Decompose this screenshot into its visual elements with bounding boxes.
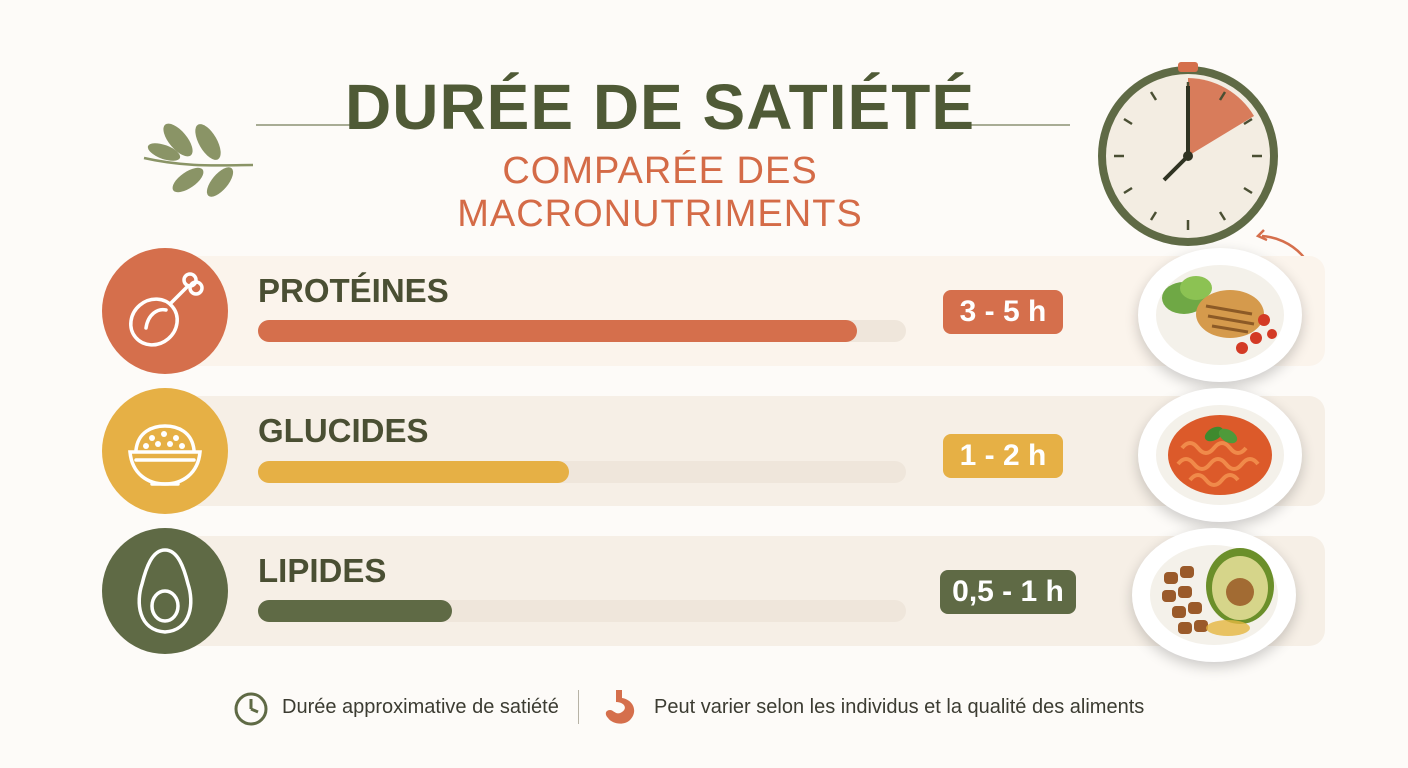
clock-icon (234, 692, 268, 726)
footer-note-duration: Durée approximative de satiété (282, 696, 559, 718)
title-rule-left (256, 124, 368, 126)
chicken-leg-icon (129, 272, 204, 347)
leaf-branch-icon (143, 123, 254, 197)
stopwatch-clock-icon (1098, 62, 1324, 300)
value-label-glucides: 1 - 2 h (943, 434, 1063, 478)
label-lipides: LIPIDES (258, 552, 387, 589)
track-glucides (258, 461, 906, 483)
label-proteines: PROTÉINES (258, 272, 449, 309)
icon-circle-glucides (102, 388, 228, 514)
row-band-proteines (160, 256, 1325, 366)
pasta-plate-image (1138, 388, 1302, 522)
row-band-glucides (160, 396, 1325, 506)
avocado-icon (137, 548, 193, 634)
value-label-lipides: 0,5 - 1 h (940, 570, 1076, 614)
title-rule-right (958, 124, 1070, 126)
bar-proteines (258, 320, 858, 342)
rice-bowl-icon (128, 424, 202, 486)
row-band-lipides (160, 536, 1325, 646)
track-proteines (258, 320, 906, 342)
icon-circle-proteines (102, 248, 228, 374)
icon-circle-lipides (102, 528, 228, 654)
footer-note-variation: Peut varier selon les individus et la qu… (654, 696, 1145, 718)
footer-separator (578, 690, 579, 724)
page-title: DURÉE DE SATIÉTÉ (345, 71, 975, 143)
stomach-icon (605, 690, 635, 724)
value-label-proteines: 3 - 5 h (943, 290, 1063, 334)
label-glucides: GLUCIDES (258, 412, 429, 449)
bar-glucides (258, 461, 570, 483)
track-lipides (258, 600, 906, 622)
bar-lipides (258, 600, 453, 622)
chicken-plate-image (1138, 248, 1302, 382)
page-subtitle: COMPARÉE DES MACRONUTRIMENTS (457, 150, 863, 235)
avocado-nuts-plate-image (1132, 528, 1296, 662)
